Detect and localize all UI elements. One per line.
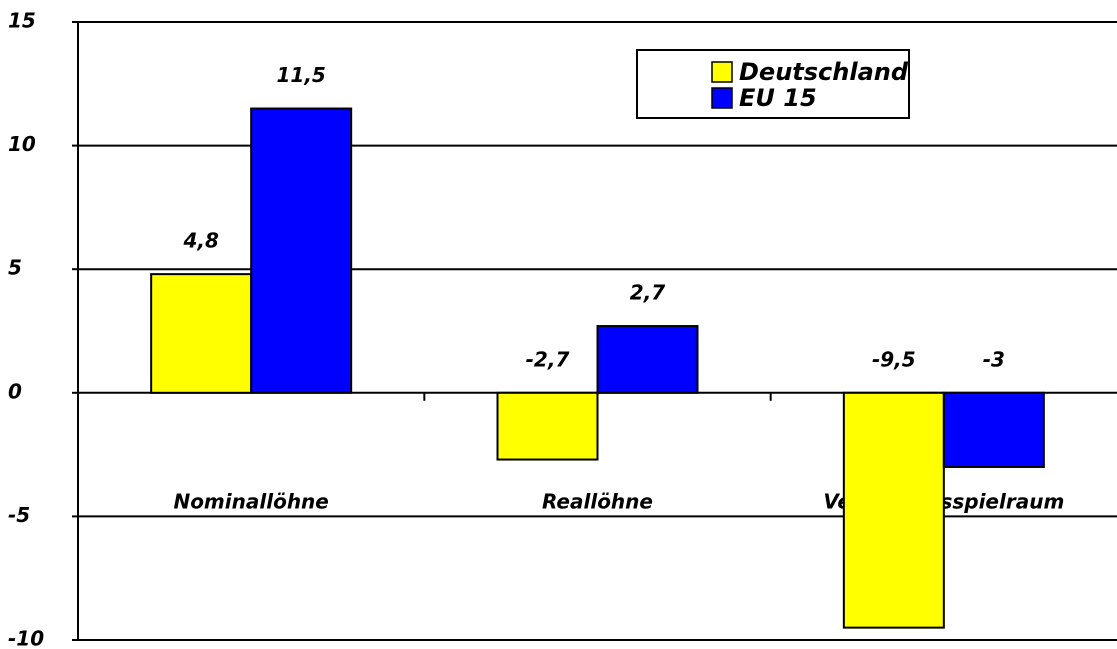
y-tick-label: -10 <box>8 627 44 649</box>
value-label: 11,5 <box>276 63 325 87</box>
value-label: -9,5 <box>872 347 916 371</box>
y-tick-label: 15 <box>8 9 36 33</box>
legend-box <box>636 49 910 119</box>
legend-label: Deutschland <box>739 58 909 86</box>
x-tick-label: Nominallöhne <box>173 490 328 514</box>
bar <box>496 391 599 461</box>
legend-swatch <box>711 87 733 109</box>
y-tick-label: 0 <box>8 379 22 403</box>
y-tick-label: 5 <box>8 256 22 280</box>
bar <box>150 273 253 394</box>
bar <box>942 391 1045 468</box>
bar <box>842 391 945 629</box>
value-label: -3 <box>983 347 1005 371</box>
legend-label: EU 15 <box>739 84 817 112</box>
legend-swatch <box>711 61 733 83</box>
value-label: 4,8 <box>182 229 219 253</box>
bar <box>596 325 699 394</box>
x-tick-label: Reallöhne <box>542 490 653 514</box>
y-tick-label: -5 <box>8 503 30 527</box>
value-label: 2,7 <box>630 281 666 305</box>
bar <box>250 107 353 394</box>
value-label: -2,7 <box>526 347 570 371</box>
y-tick-label: 10 <box>8 132 36 156</box>
